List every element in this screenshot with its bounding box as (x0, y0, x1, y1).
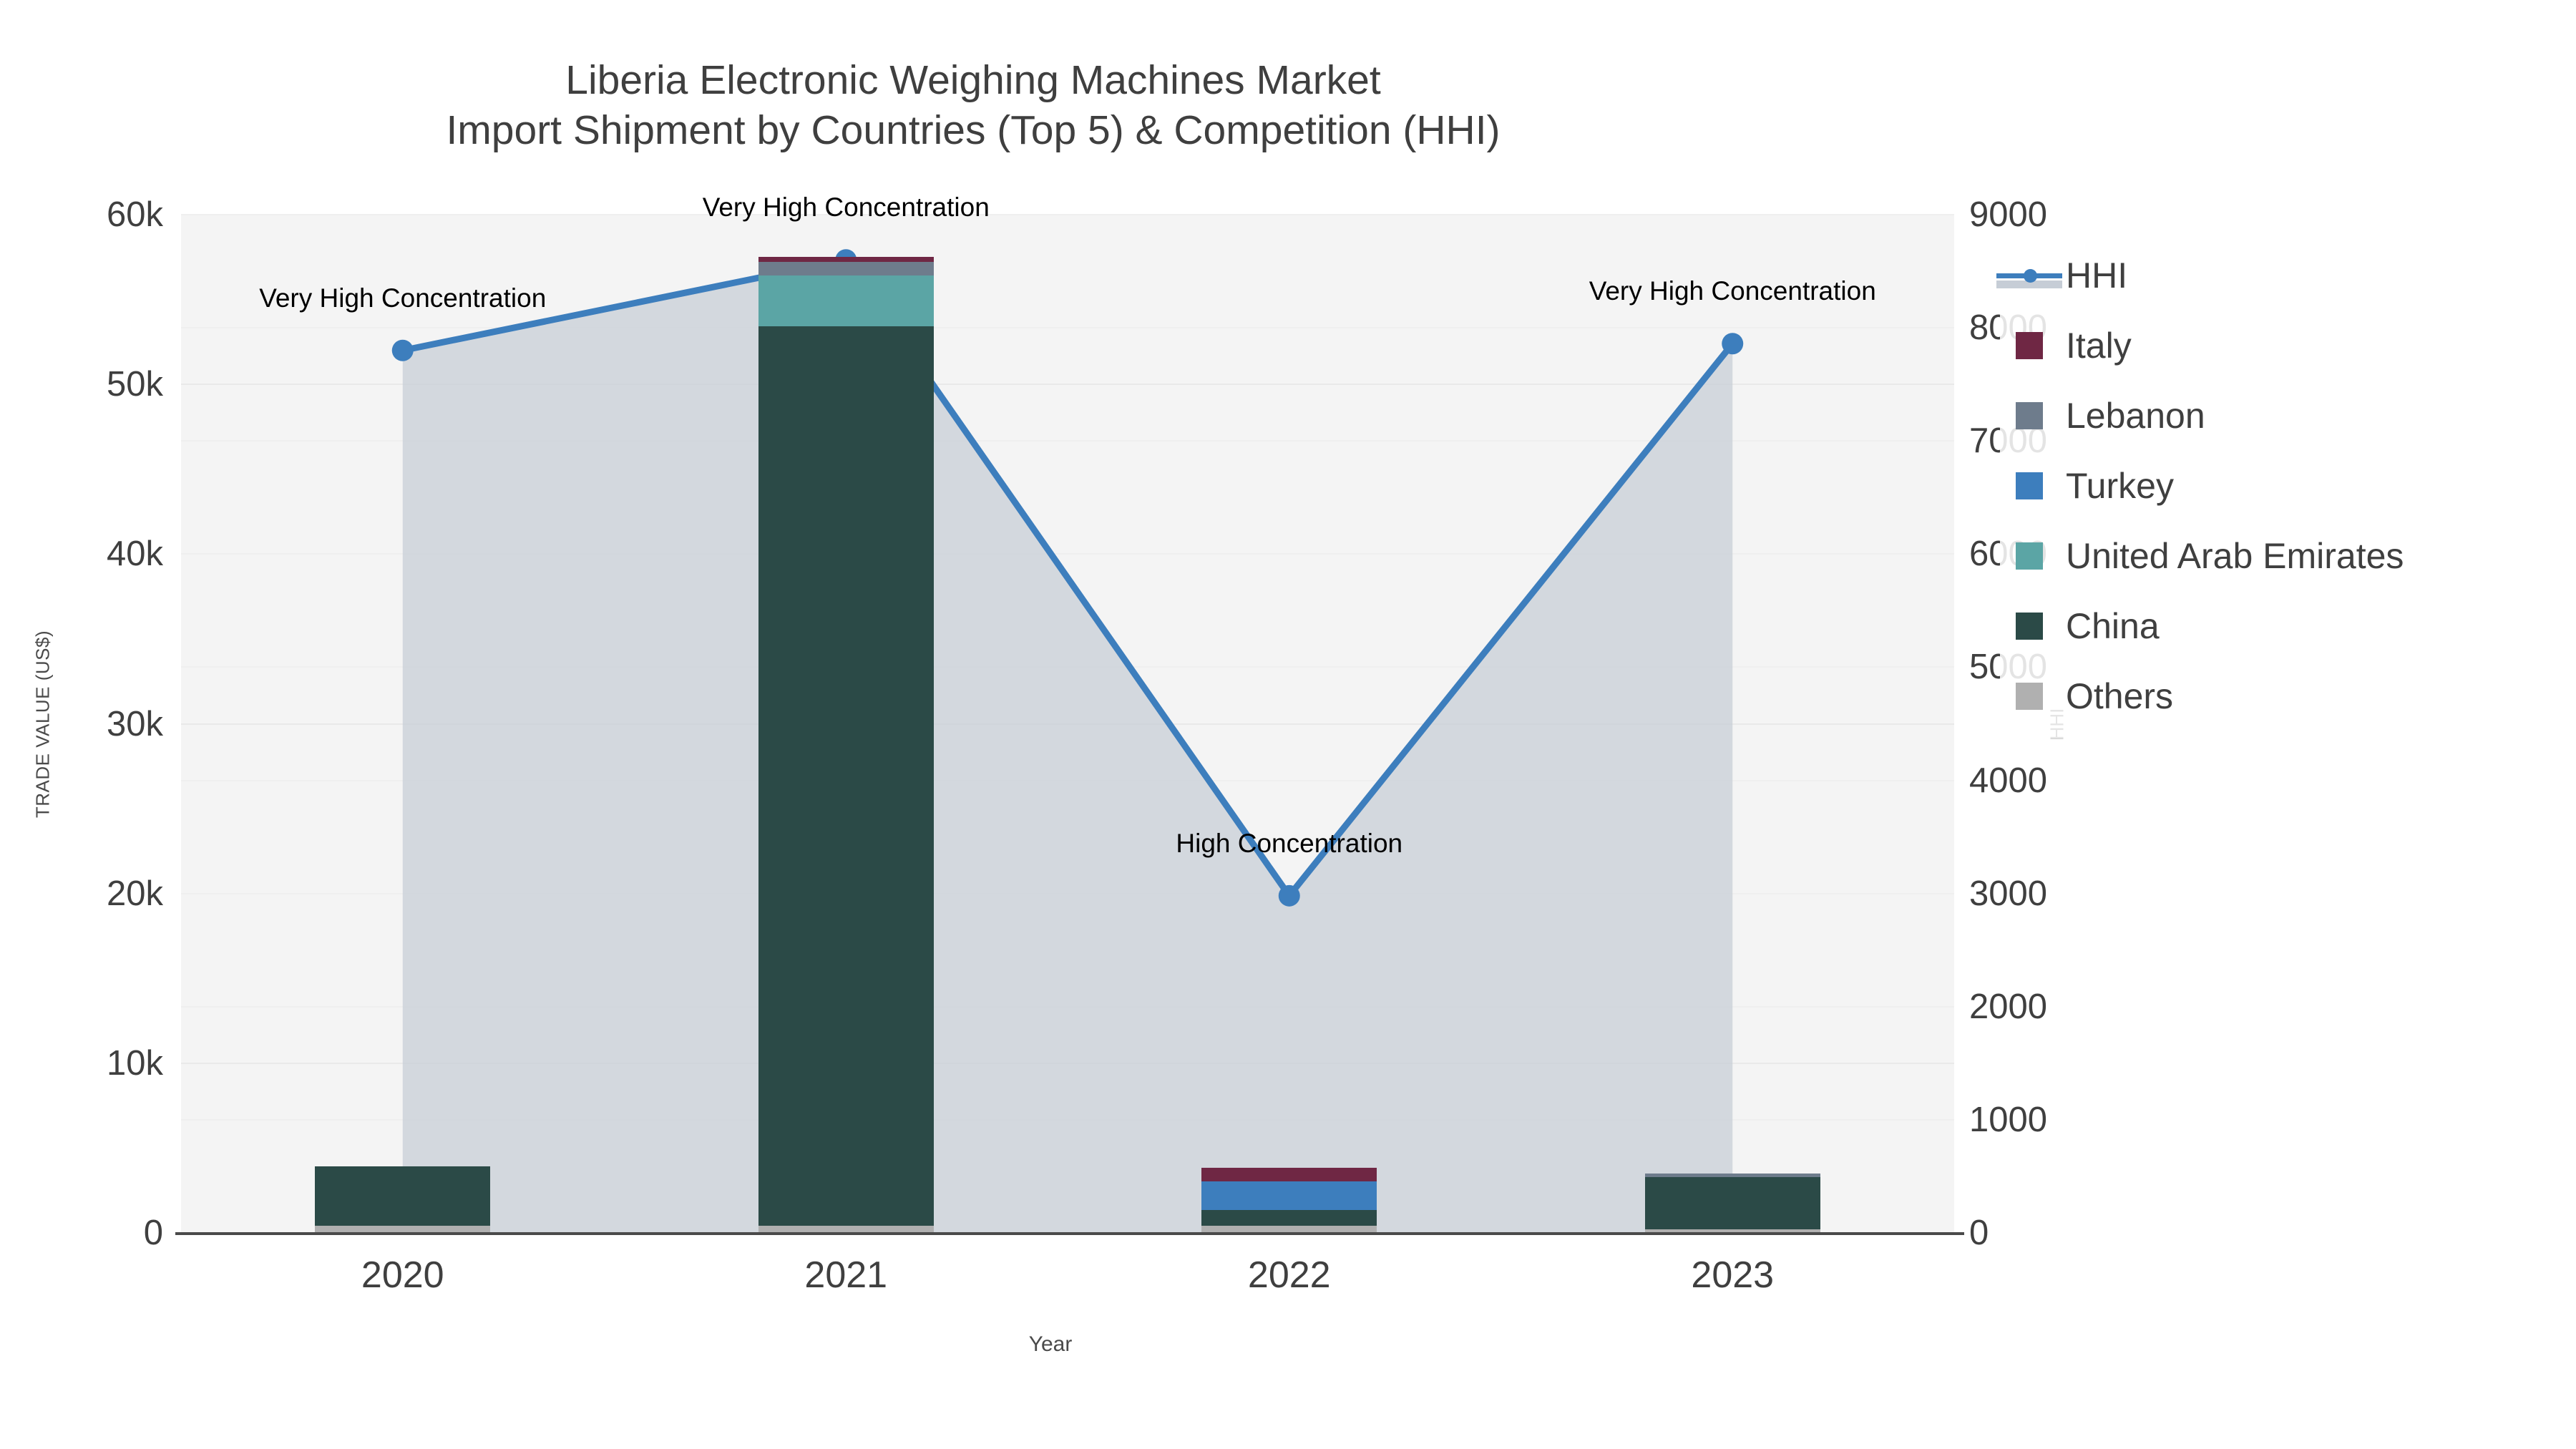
bar-segment (1644, 1173, 1820, 1177)
gridline-right (181, 440, 1954, 442)
legend-swatch-icon (2016, 613, 2043, 640)
legend-item[interactable]: China (2000, 591, 2565, 661)
y-axis-right-tick-label: 0 (1969, 1214, 1989, 1252)
legend-item-label: HHI (2066, 255, 2128, 296)
hhi-area-fill (402, 260, 1733, 1234)
legend-swatch-icon (2016, 472, 2043, 499)
bar-segment (758, 326, 934, 1226)
concentration-annotation: Very High Concentration (702, 192, 990, 223)
legend-swatch-icon (2016, 332, 2043, 359)
chart-legend: HHI Italy Lebanon Turkey United Arab Emirate… (1996, 236, 2565, 738)
y-axis-right-tick-label: 4000 (1969, 761, 2048, 800)
legend-swatch-icon (2016, 402, 2043, 429)
chart-title-line-1: Liberia Electronic Weighing Machines Mar… (565, 57, 1381, 103)
hhi-marker (391, 339, 414, 361)
gridline-left (181, 384, 1954, 386)
bar-segment (315, 1166, 491, 1226)
x-axis-tick-label: 2022 (1247, 1254, 1331, 1296)
y-axis-left-tick-label: 20k (106, 874, 163, 913)
legend-item-label: United Arab Emirates (2066, 536, 2404, 576)
gridline-right (181, 214, 1954, 215)
gridline-right (181, 327, 1954, 329)
x-axis-line (175, 1232, 1964, 1235)
y-axis-right-tick-label: 3000 (1969, 874, 2048, 913)
legend-item-label: Turkey (2066, 466, 2174, 506)
hhi-line-series (391, 249, 1744, 1234)
y-axis-left-tick-label: 40k (106, 535, 163, 574)
chart-title: Liberia Electronic Weighing Machines Mar… (0, 56, 1946, 155)
x-axis-tick-label: 2020 (361, 1254, 444, 1296)
y-axis-left-tick-label: 10k (106, 1043, 163, 1083)
legend-item[interactable]: Turkey (2000, 451, 2565, 521)
legend-item[interactable]: Others (2000, 661, 2565, 731)
legend-item[interactable]: HHI (1996, 240, 2565, 311)
concentration-annotation: Very High Concentration (1589, 276, 1876, 306)
bar-segment (758, 275, 934, 327)
y-axis-right-tick-label: 1000 (1969, 1100, 2048, 1139)
legend-item-label: Lebanon (2066, 396, 2205, 436)
y-axis-right-tick-label: 2000 (1969, 987, 2048, 1026)
bar-segment (315, 1226, 491, 1233)
hhi-marker (1722, 333, 1744, 355)
y-axis-left-ticks: 0 10k 20k 30k 40k 50k 60k (0, 0, 163, 1449)
concentration-annotation: High Concentration (1176, 828, 1403, 858)
hhi-marker (1278, 884, 1300, 907)
y-axis-left-title: TRADE VALUE (US$) (31, 630, 54, 819)
concentration-annotation: Very High Concentration (259, 283, 547, 313)
legend-item-label: China (2066, 606, 2160, 646)
bar-segment (758, 1226, 934, 1233)
bar-segment (758, 261, 934, 275)
bar-segment (1644, 1176, 1820, 1230)
legend-item[interactable]: Italy (2000, 311, 2565, 381)
bar-segment (1201, 1168, 1377, 1182)
legend-swatch-icon (2016, 683, 2043, 710)
x-axis-title: Year (1028, 1332, 1073, 1356)
hhi-line (399, 256, 1736, 899)
bar-segment (1644, 1229, 1820, 1233)
legend-swatch-icon (2016, 542, 2043, 570)
y-axis-left-tick-label: 0 (143, 1214, 163, 1252)
y-axis-left-tick-label: 30k (106, 704, 163, 743)
y-axis-right-tick-label: 9000 (1969, 195, 2048, 234)
legend-item[interactable]: Lebanon (2000, 381, 2565, 451)
legend-item[interactable]: United Arab Emirates (2000, 521, 2565, 591)
bar-segment (1201, 1226, 1377, 1233)
y-axis-left-tick-label: 60k (106, 195, 163, 234)
bar-segment (1201, 1181, 1377, 1210)
legend-item-label: Italy (2066, 326, 2132, 366)
x-axis-tick-label: 2021 (804, 1254, 888, 1296)
chart-title-line-2: Import Shipment by Countries (Top 5) & C… (446, 107, 1501, 153)
x-axis-tick-label: 2023 (1691, 1254, 1775, 1296)
gridline-right (181, 553, 1954, 555)
y-axis-left-tick-label: 50k (106, 365, 163, 404)
legend-item-label: Others (2066, 676, 2174, 716)
bar-segment (758, 256, 934, 262)
legend-line-icon (1996, 262, 2062, 289)
bar-segment (1201, 1209, 1377, 1226)
